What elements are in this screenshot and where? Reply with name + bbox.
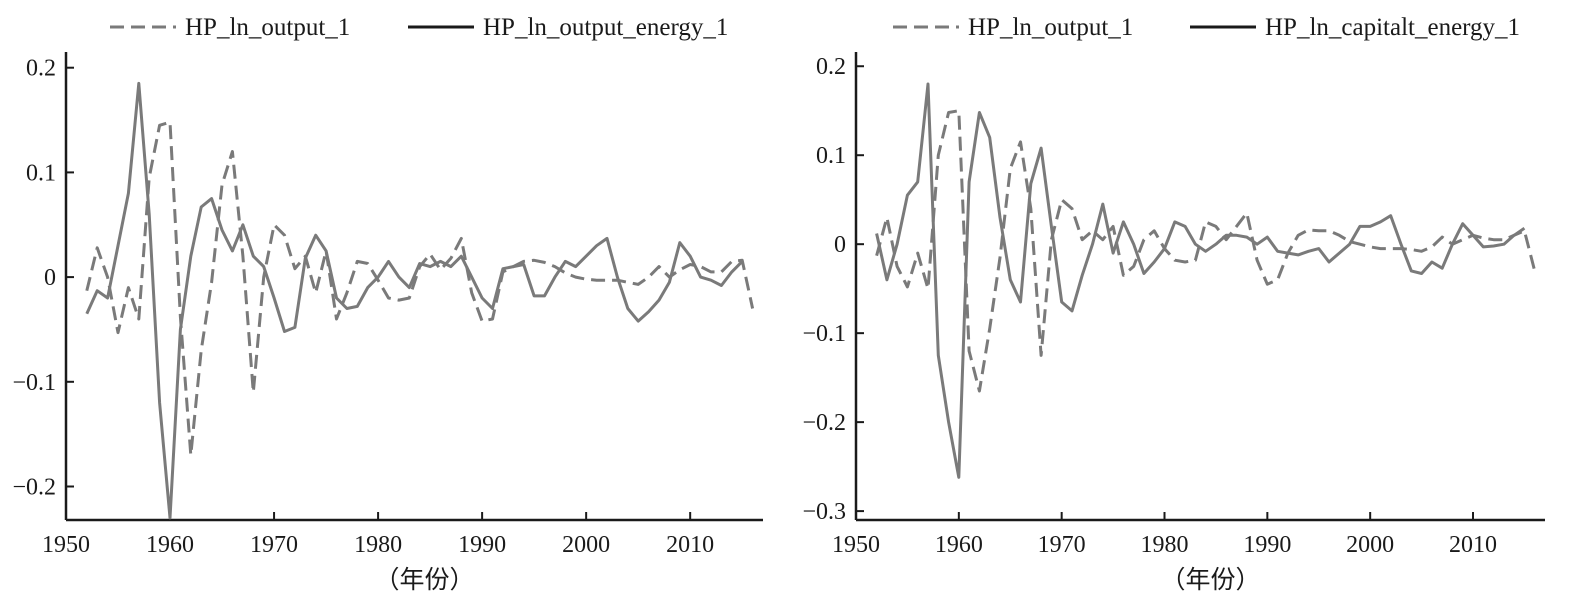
y-tick-label: 0.2 [816,54,846,80]
legend-entry-label: HP_ln_output_1 [968,14,1133,41]
x-tick-label: 2010 [1449,532,1497,558]
legend-entry-label: HP_ln_output_energy_1 [483,14,728,41]
y-tick-label: 0.1 [816,143,846,169]
legend-entry-label: HP_ln_output_1 [185,14,350,41]
chart-panel-left: −0.2 −0.1 0 0.1 0.2 1950 1960 1970 1980 1990 2000 2… [12,14,763,594]
x-tick-label: 1970 [250,532,298,558]
series-line-solid [85,81,744,520]
x-axis-label: （年份） [1160,566,1260,594]
x-tick-label: 1960 [935,532,983,558]
x-tick-label: 2000 [562,532,610,558]
x-tick-label: 1970 [1038,532,1086,558]
y-tick-label: −0.1 [12,370,56,396]
legend-entry-label: HP_ln_capitalt_energy_1 [1265,14,1520,41]
y-tick-label: 0.2 [26,56,56,82]
x-tick-label: 1990 [458,532,506,558]
chart-panel-right: −0.3 −0.2 −0.1 0 0.1 0.2 1950 1960 1970 1980 1990 2… [802,14,1545,594]
x-tick-label: 1990 [1243,532,1291,558]
x-tick-label: 2000 [1346,532,1394,558]
x-tick-label: 1950 [42,532,90,558]
x-tick-label: 1980 [354,532,402,558]
y-tick-label: 0 [834,232,846,258]
x-tick-label: 1950 [832,532,880,558]
y-tick-label: 0 [44,265,56,291]
y-tick-label: −0.2 [802,410,846,436]
y-tick-label: −0.1 [802,321,846,347]
series-line-dashed [875,109,1537,393]
series-line-solid [875,82,1526,479]
x-tick-label: 1960 [146,532,194,558]
x-tick-label: 2010 [666,532,714,558]
y-tick-label: 0.1 [26,160,56,186]
y-tick-label: −0.2 [12,474,56,500]
x-axis-label: （年份） [374,566,474,594]
y-tick-label: −0.3 [802,499,846,525]
x-tick-label: 1980 [1141,532,1189,558]
